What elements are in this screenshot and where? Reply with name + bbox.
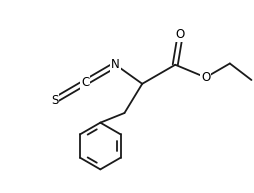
Text: C: C (81, 76, 89, 89)
Text: S: S (51, 94, 58, 107)
Text: O: O (201, 71, 210, 84)
Text: O: O (176, 28, 185, 41)
Text: N: N (111, 58, 120, 71)
